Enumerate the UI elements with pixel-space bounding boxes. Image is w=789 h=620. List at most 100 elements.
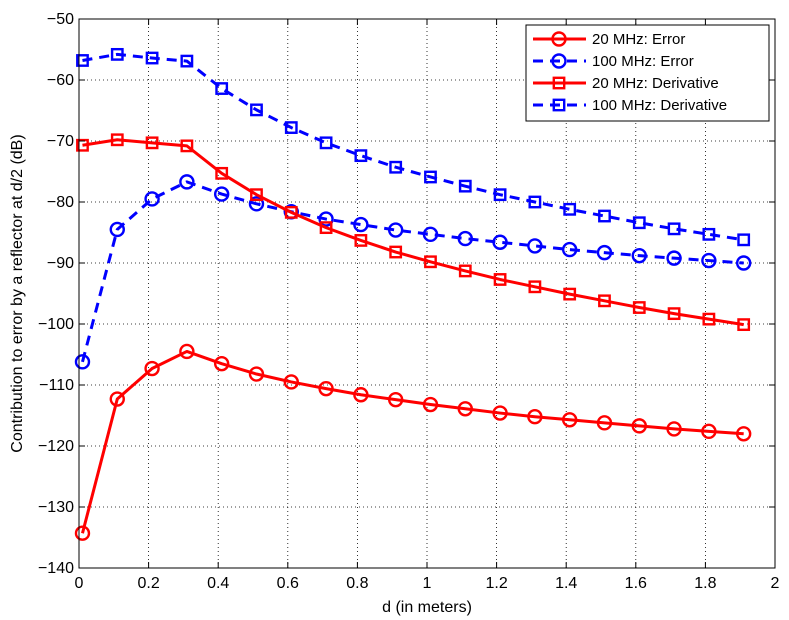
legend: 20 MHz: Error 100 MHz: Error 20 MHz: Deriv… (525, 24, 770, 122)
data-point (737, 318, 751, 332)
x-tick-label: 0.6 (277, 575, 299, 592)
data-point (735, 426, 752, 442)
data-point (354, 234, 368, 247)
data-point (180, 139, 194, 153)
data-point (493, 188, 507, 202)
data-point (528, 280, 542, 294)
data-point (561, 412, 578, 428)
series-4 (76, 47, 751, 247)
data-point (76, 138, 89, 152)
legend-label: 100 MHz: Error (592, 53, 694, 70)
data-point (213, 186, 230, 202)
y-tick-label: −60 (47, 72, 74, 89)
data-point (598, 209, 611, 223)
legend-item: 100 MHz: Derivative (533, 97, 727, 114)
data-point (248, 366, 265, 382)
data-point (215, 82, 229, 95)
y-tick-label: −100 (38, 316, 74, 333)
data-point (284, 121, 298, 134)
data-point (319, 136, 333, 150)
data-point (457, 401, 473, 417)
data-point (179, 343, 195, 360)
data-point (76, 54, 89, 67)
y-tick-label: −110 (39, 377, 74, 394)
legend-marker (551, 31, 567, 47)
y-tick-label: −70 (47, 133, 74, 150)
data-point (422, 226, 439, 243)
data-point (109, 391, 125, 407)
data-point (493, 273, 507, 286)
data-point (250, 188, 263, 202)
data-point (144, 360, 160, 377)
data-point (284, 205, 298, 219)
data-point (667, 307, 681, 321)
data-point (387, 222, 404, 238)
legend-marker (552, 98, 566, 112)
legend-label: 100 MHz: Derivative (592, 97, 727, 114)
data-point (598, 294, 611, 308)
data-point (701, 423, 717, 440)
data-point (318, 211, 334, 227)
x-tick-label: 1.4 (555, 575, 577, 592)
y-axis-tick-labels: −140 −130 −120 −110 −100 −90 −80 −70 −60 −50 (38, 11, 74, 577)
y-tick-label: −80 (47, 194, 74, 211)
data-point (631, 247, 647, 264)
data-point (596, 244, 613, 261)
axis-ticks (78, 18, 776, 569)
data-point (631, 418, 647, 434)
x-tick-label: 1 (423, 575, 432, 592)
data-point (527, 238, 543, 254)
data-point (110, 133, 124, 147)
grid-lines (79, 19, 775, 568)
data-point (458, 179, 472, 193)
data-point (702, 227, 716, 241)
data-point (561, 241, 578, 258)
data-point (702, 312, 716, 326)
data-point (527, 409, 543, 425)
data-point (318, 380, 334, 397)
series-3 (76, 133, 751, 332)
data-point (563, 287, 577, 301)
data-point (632, 301, 646, 314)
data-point (145, 51, 159, 65)
data-point (387, 391, 404, 408)
data-point (248, 196, 265, 212)
data-point (144, 191, 160, 207)
data-point (389, 160, 403, 174)
data-point (319, 221, 333, 235)
y-tick-label: −120 (38, 438, 74, 455)
y-tick-label: −140 (38, 560, 74, 577)
data-point (422, 396, 439, 413)
legend-label: 20 MHz: Derivative (592, 75, 719, 92)
data-point (283, 374, 299, 390)
data-point (424, 170, 437, 184)
legend-item: 20 MHz: Derivative (533, 75, 719, 92)
data-point (458, 264, 472, 278)
legend-item: 20 MHz: Error (533, 31, 685, 48)
data-point (666, 250, 682, 266)
y-tick-label: −50 (47, 11, 74, 28)
data-point (666, 421, 682, 437)
series-layer (74, 47, 752, 541)
y-axis-label: Contribution to error by a reflector at … (9, 134, 26, 452)
data-point (701, 252, 717, 269)
x-tick-label: 1.2 (485, 575, 507, 592)
y-tick-label: −130 (38, 499, 74, 516)
legend-marker (551, 53, 567, 69)
data-point (528, 195, 542, 209)
legend-label: 20 MHz: Error (592, 31, 685, 48)
x-tick-label: 0.2 (137, 575, 159, 592)
legend-item: 100 MHz: Error (533, 53, 694, 70)
data-point (353, 216, 369, 233)
data-point (74, 354, 91, 370)
data-point (492, 234, 508, 250)
legend-box (525, 24, 770, 122)
data-point (74, 525, 91, 541)
y-tick-label: −90 (47, 255, 74, 272)
data-point (109, 221, 125, 238)
data-point (457, 230, 473, 247)
data-point (667, 222, 681, 236)
x-tick-label: 0.4 (207, 575, 229, 592)
data-point (179, 174, 195, 190)
data-point (180, 54, 194, 68)
